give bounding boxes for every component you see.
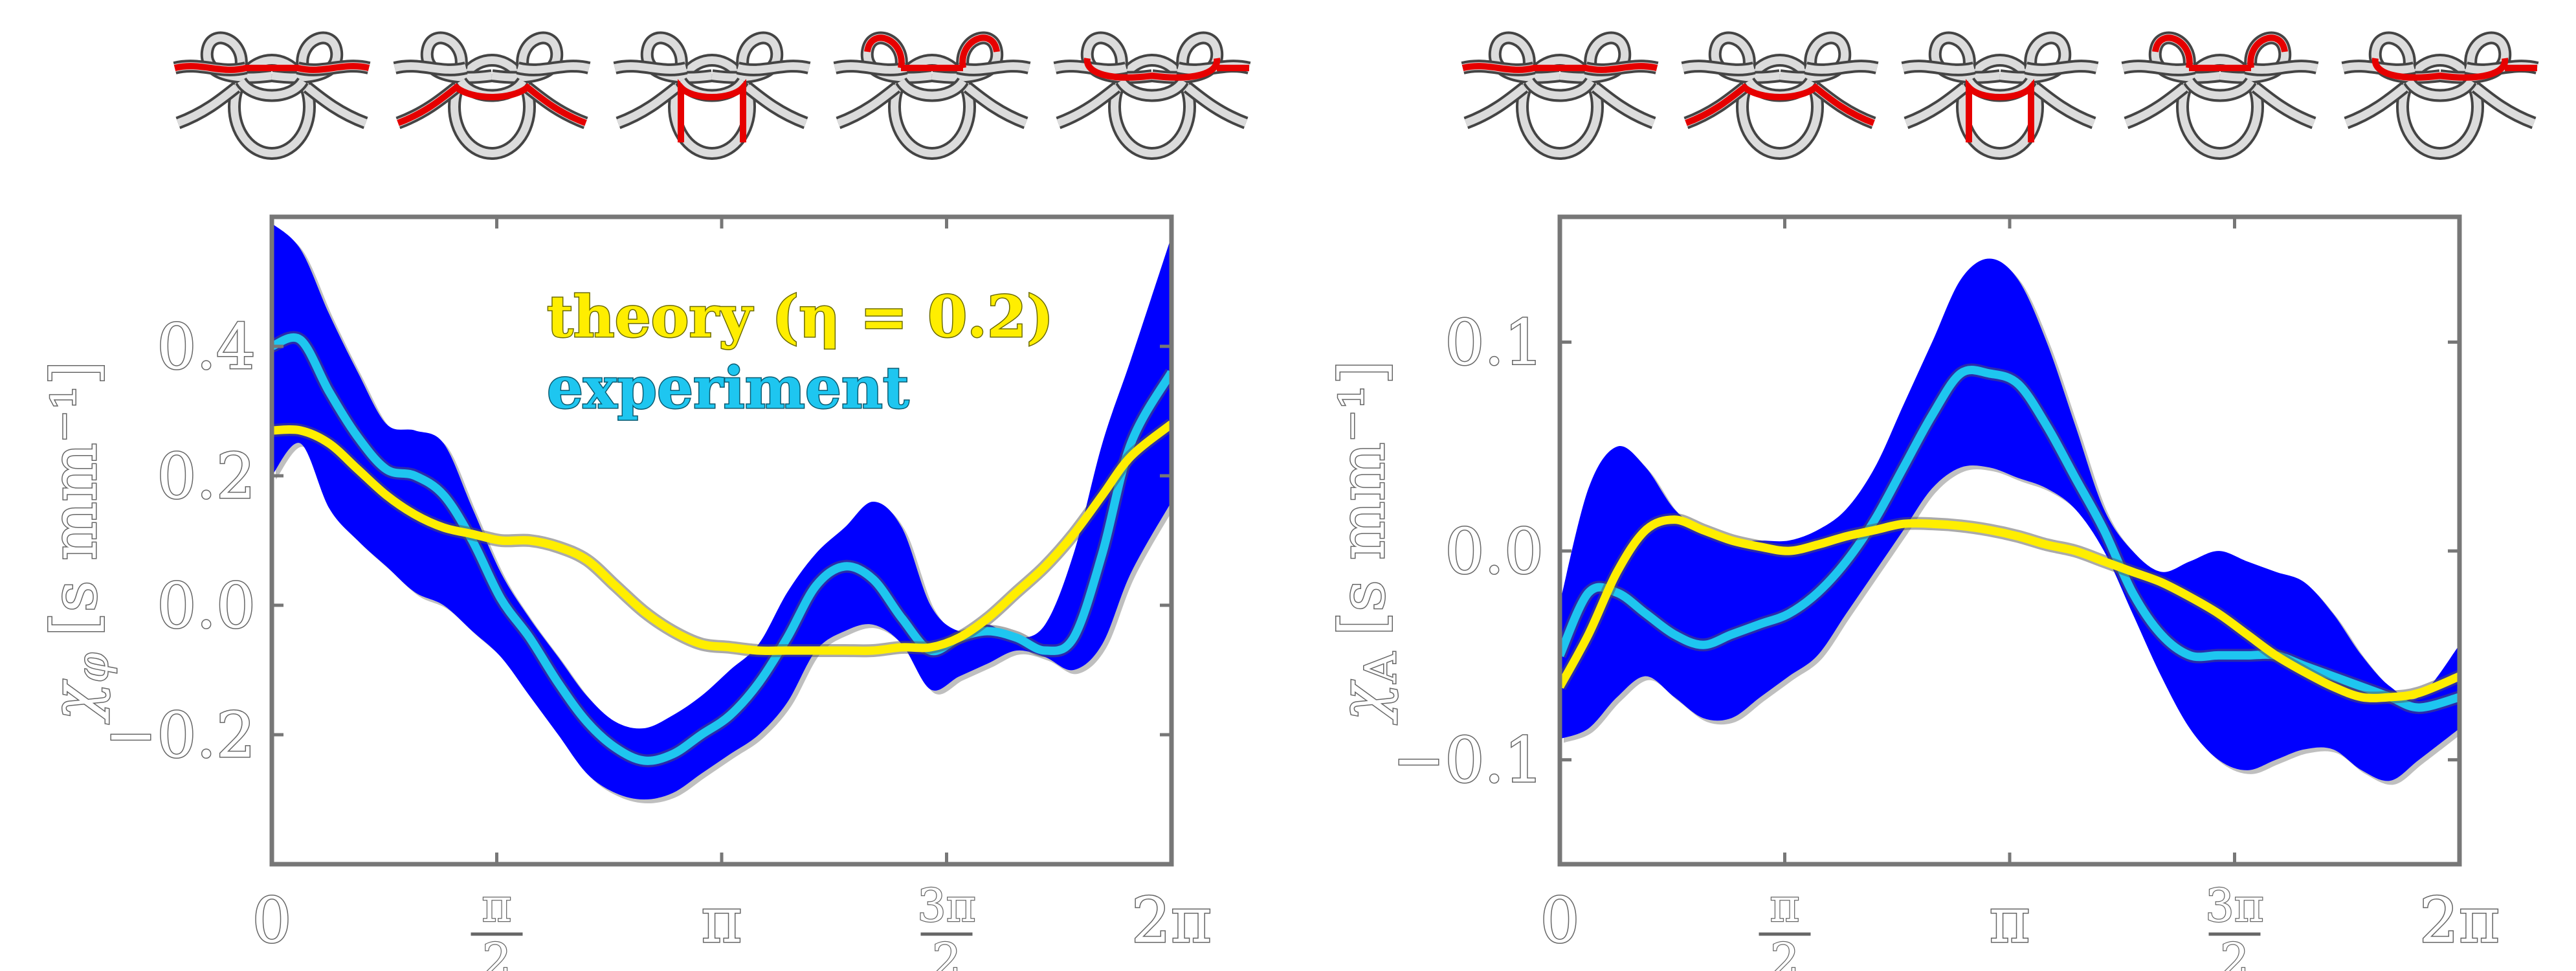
ylabel-chi-symbol: χ [38, 680, 111, 724]
y-tick-label: −0.2 [105, 699, 256, 772]
x-tick-label-numerator: π [1770, 879, 1799, 932]
uncertainty-band [272, 223, 1171, 799]
x-tick-label: π [701, 884, 742, 957]
theory-line [272, 420, 1171, 655]
knot-glyph [2343, 38, 2537, 153]
knot-glyph [835, 38, 1029, 153]
knot-glyph [1683, 38, 1877, 153]
plot-left-ylabel: χφ [s mm⁻¹] [38, 361, 118, 724]
x-tick-label-numerator: 3π [2205, 879, 2264, 932]
ylabel-units: [s mm⁻¹] [1326, 361, 1399, 636]
knot-glyph [395, 38, 589, 153]
x-tick-label-denominator: 2 [932, 933, 961, 971]
knot-row-right [1463, 38, 2537, 153]
x-tick-label: π [1989, 884, 2030, 957]
y-tick-label: 0.0 [1445, 515, 1544, 588]
x-tick-label-numerator: π [482, 879, 511, 932]
x-tick-label-denominator: 2 [2220, 933, 2249, 971]
x-tick-label: 0 [252, 884, 291, 957]
plot-right-ylabel: χA [s mm⁻¹] [1326, 361, 1406, 725]
ylabel-chi-symbol: χ [1326, 680, 1399, 724]
legend-theory: theory (η = 0.2) [547, 283, 1054, 350]
x-tick-label: 2π [2419, 884, 2500, 957]
legend-experiment: experiment [547, 354, 909, 421]
plot-right-marks [1560, 258, 2459, 785]
y-tick-label: 0.4 [157, 311, 256, 383]
knot-glyph [1463, 38, 1657, 153]
knot-glyph [1903, 38, 2097, 153]
y-tick-label: 0.0 [157, 570, 256, 642]
plot-left-marks [272, 223, 1171, 803]
theory-line [1560, 515, 2459, 702]
x-tick-label: 0 [1540, 884, 1579, 957]
y-tick-label: −0.1 [1393, 724, 1544, 797]
knot-row-left [175, 38, 1249, 153]
ylabel-subscript: φ [68, 653, 118, 682]
y-tick-label: 0.1 [1445, 307, 1544, 379]
knot-glyph [1055, 38, 1249, 153]
knot-glyph [2123, 38, 2317, 153]
ylabel-units: [s mm⁻¹] [38, 361, 111, 636]
x-tick-label-denominator: 2 [1770, 933, 1799, 971]
x-tick-label: 2π [1131, 884, 1212, 957]
x-tick-label-numerator: 3π [917, 879, 976, 932]
x-tick-label-denominator: 2 [482, 933, 511, 971]
knot-glyph [175, 38, 369, 153]
experiment-line [272, 333, 1171, 765]
y-tick-label: 0.2 [157, 440, 256, 513]
knot-glyph [615, 38, 809, 153]
ylabel-subscript: A [1356, 651, 1406, 684]
